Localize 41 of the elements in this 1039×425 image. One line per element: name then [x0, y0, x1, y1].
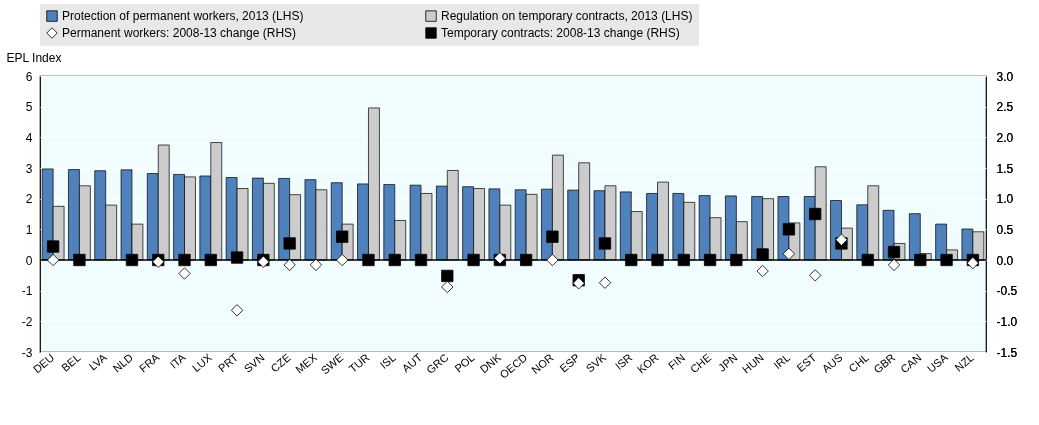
legend-label: Permanent workers: 2008-13 change (RHS) — [62, 26, 297, 40]
x-tick-label: ISL — [377, 351, 398, 371]
x-tick-label: ISR — [612, 351, 635, 373]
y-tick-label: 1 — [25, 222, 33, 237]
y-tick-label: 3 — [25, 161, 33, 176]
x-tick-label: IRL — [771, 351, 793, 372]
legend-label: Temporary contracts: 2008-13 change (RHS) — [441, 26, 680, 40]
x-tick-label: FIN — [665, 351, 688, 372]
x-tick-label: NZL — [952, 351, 977, 374]
y-tick-label: 5 — [25, 100, 33, 115]
y-tick-label: 6 — [25, 69, 33, 84]
y2-tick-label: 2.5 — [996, 100, 1014, 115]
y2-tick-label: 1.0 — [996, 192, 1014, 207]
y2-tick-label: 0.0 — [996, 253, 1014, 268]
y-tick-label: 0 — [25, 253, 33, 268]
x-tick-label: LVA — [86, 350, 110, 373]
y2-tick-label: -1.5 — [996, 345, 1018, 360]
x-tick-label: SVN — [241, 351, 267, 375]
y2-tick-label: 1.5 — [996, 161, 1014, 176]
y2-tick-label: 3.0 — [996, 69, 1014, 84]
x-tick-label: ITA — [167, 350, 189, 371]
x-tick-label: TUR — [346, 351, 372, 375]
y-axis-title: EPL Index — [6, 50, 62, 65]
x-tick-label: USA — [924, 350, 951, 375]
y-tick-label: -2 — [21, 314, 33, 329]
y2-tick-label: -0.5 — [996, 284, 1018, 299]
x-tick-label: BEL — [58, 351, 83, 374]
y-tick-label: 4 — [25, 130, 33, 145]
x-tick-label: CHL — [846, 351, 871, 375]
y2-tick-label: 0.5 — [996, 222, 1014, 237]
y-tick-label: -3 — [21, 345, 33, 360]
y-tick-label: -1 — [21, 284, 33, 299]
x-tick-label: CAN — [898, 351, 924, 376]
x-tick-label: JPN — [715, 351, 740, 374]
y2-tick-label: 2.0 — [996, 130, 1014, 145]
legend-label: Protection of permanent workers, 2013 (LHS) — [62, 9, 304, 24]
legend-label: Regulation on temporary contracts, 2013 (LHS) — [441, 9, 693, 24]
y-tick-label: 2 — [25, 192, 33, 207]
x-tick-label: POL — [452, 351, 477, 375]
x-tick-label: FRA — [136, 350, 162, 375]
y2-tick-label: -1.0 — [996, 314, 1018, 329]
